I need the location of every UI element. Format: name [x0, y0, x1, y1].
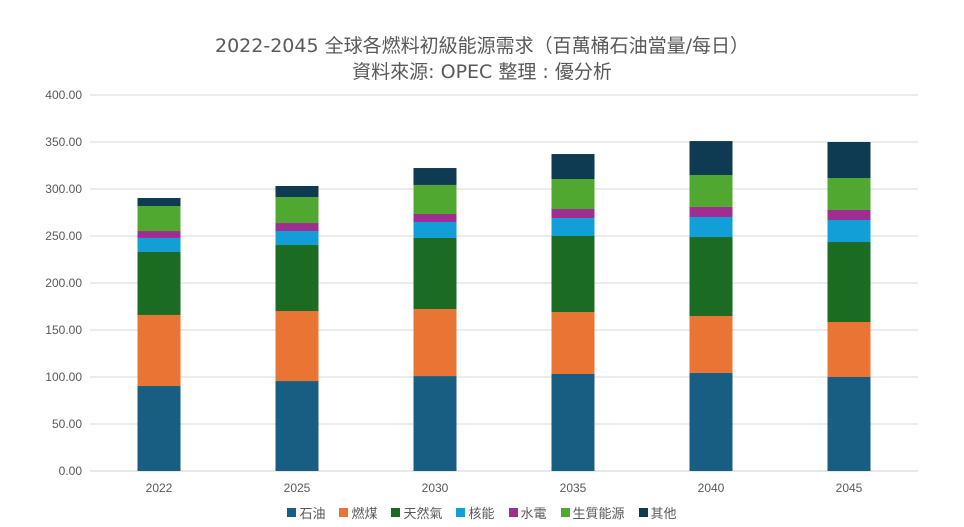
bar-segment [551, 236, 595, 313]
x-tick-label: 2025 [284, 481, 311, 495]
bar-segment [275, 231, 319, 246]
legend-swatch [638, 508, 648, 517]
legend-item: 天然氣 [391, 503, 442, 522]
legend-label: 核能 [468, 507, 495, 522]
bar-segment [827, 142, 871, 179]
bar-segment [413, 214, 457, 222]
x-tick-label: 2022 [146, 481, 173, 495]
y-tick-label: 300.00 [45, 182, 82, 196]
bar-segment [275, 245, 319, 312]
bar-segment [827, 377, 871, 471]
bar-segment [689, 315, 733, 373]
x-tick-label: 2035 [560, 481, 587, 495]
legend-label: 其他 [650, 507, 677, 522]
legend-label: 燃煤 [351, 507, 378, 522]
legend-swatch [339, 508, 349, 517]
legend-swatch [560, 508, 570, 517]
y-tick-label: 350.00 [45, 135, 82, 149]
x-tick-label: 2030 [422, 481, 449, 495]
bar-segment [137, 314, 181, 387]
legend-item: 其他 [638, 503, 677, 522]
bar-segment [689, 141, 733, 175]
bar-segment [137, 231, 181, 238]
bar-segment [413, 168, 457, 185]
legend: 石油 燃煤 天然氣 核能 水電 生質能源 其他 [0, 503, 964, 522]
legend-item: 燃煤 [339, 503, 377, 522]
bar-segment [827, 220, 871, 243]
bar-segment [137, 251, 181, 315]
legend-item: 核能 [456, 503, 495, 522]
bar-segment [275, 381, 319, 471]
bar-segment [137, 237, 181, 252]
bar-segment [275, 196, 319, 224]
y-tick-label: 250.00 [45, 229, 82, 243]
legend-swatch [391, 508, 401, 517]
legend-label: 天然氣 [403, 507, 443, 522]
bar-segment [413, 376, 457, 471]
legend-swatch [456, 508, 466, 517]
y-tick-label: 0.00 [59, 464, 83, 478]
bar-segment [827, 242, 871, 323]
x-tick-label: 2045 [836, 481, 863, 495]
chart-subtitle: 資料來源: OPEC 整理 : 優分析 [352, 61, 612, 83]
y-tick-label: 150.00 [45, 323, 82, 337]
y-tick-label: 200.00 [45, 276, 82, 290]
bar-segment [137, 198, 181, 207]
bar-segment [551, 218, 595, 236]
bar-segment [551, 209, 595, 219]
bar-segment [551, 179, 595, 210]
y-tick-label: 50.00 [52, 417, 82, 431]
bar-segment [413, 221, 457, 238]
legend-label: 石油 [299, 507, 326, 522]
bar-segment [689, 174, 733, 207]
bar-segment [275, 311, 319, 382]
bar-segment [689, 217, 733, 238]
legend-swatch [287, 508, 297, 517]
y-tick-label: 100.00 [45, 370, 82, 384]
legend-item: 水電 [508, 503, 547, 522]
bar-segment [689, 237, 733, 316]
y-tick-label: 400.00 [45, 88, 82, 102]
bar-segment [413, 309, 457, 377]
x-tick-label: 2040 [698, 481, 725, 495]
bar-segment [275, 223, 319, 232]
bar-segment [689, 206, 733, 218]
bar-segment [413, 184, 457, 215]
bar-segment [827, 209, 871, 221]
bar-segment [137, 206, 181, 232]
legend-item: 生質能源 [560, 503, 625, 522]
bar-segment [689, 372, 733, 471]
bar-segment [551, 373, 595, 471]
legend-label: 水電 [520, 507, 547, 522]
legend-swatch [508, 508, 518, 517]
chart-title: 2022-2045 全球各燃料初級能源需求（百萬桶石油當量/每日） [214, 35, 749, 57]
bar-segment [551, 154, 595, 180]
bar-segment [827, 178, 871, 210]
bar-segment [413, 237, 457, 310]
bar-segment [827, 322, 871, 377]
legend-label: 生質能源 [572, 507, 625, 522]
bar-segment [137, 386, 181, 471]
bar-segment [275, 185, 319, 197]
bar-segment [551, 312, 595, 374]
legend-item: 石油 [287, 503, 325, 522]
